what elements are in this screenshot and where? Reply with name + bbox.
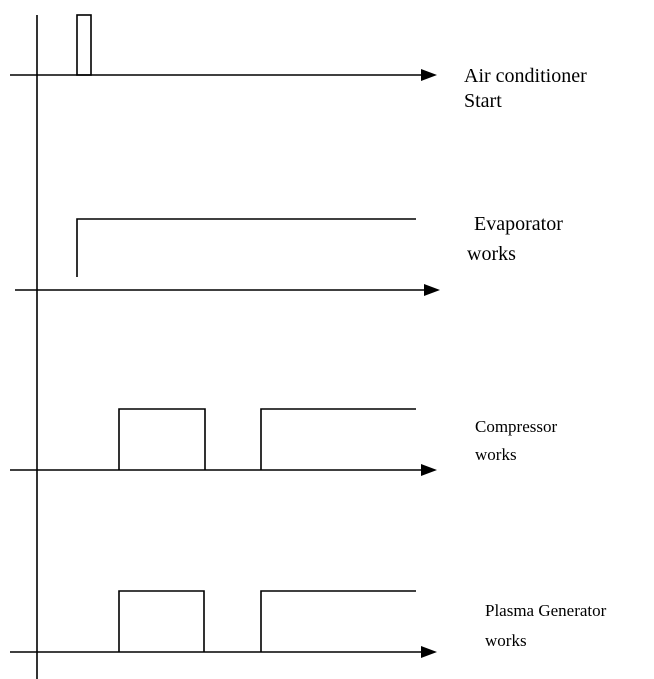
signal-label: Evaporator <box>474 213 563 235</box>
start-pulse <box>76 14 92 76</box>
arrow <box>421 646 437 658</box>
signal-label: Plasma Generator <box>485 601 607 620</box>
signal-label: Start <box>464 90 502 112</box>
signal-label: works <box>475 445 517 464</box>
waveform <box>260 408 416 470</box>
signal-label: Air conditioner <box>464 65 587 87</box>
waveform <box>260 590 416 652</box>
arrow <box>424 284 440 296</box>
waveform <box>118 590 205 652</box>
signal-label: works <box>467 243 516 265</box>
waveform <box>118 408 206 470</box>
arrow <box>421 464 437 476</box>
signal-label: works <box>485 631 527 650</box>
signal-label: Compressor <box>475 417 558 436</box>
waveform <box>76 218 416 277</box>
arrow <box>421 69 437 81</box>
